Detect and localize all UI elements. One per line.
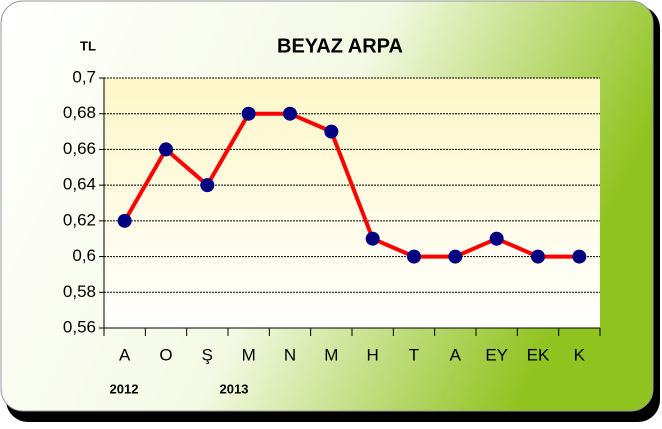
year-label: 2013 [220, 381, 249, 396]
y-tick-label: 0,58 [63, 282, 96, 301]
marker [489, 231, 504, 246]
x-tick-label: Ş [202, 345, 213, 364]
marker [283, 106, 297, 121]
marker [407, 249, 421, 264]
x-tick-label: A [119, 345, 131, 364]
x-tick-label: EK [527, 345, 550, 364]
marker [200, 178, 215, 193]
y-tick-label: 0,64 [63, 175, 96, 194]
y-tick-label: 0,68 [63, 103, 96, 122]
marker [159, 142, 173, 157]
marker [324, 124, 339, 139]
x-tick-label: H [367, 345, 379, 364]
x-tick-label: N [284, 345, 296, 364]
marker [531, 249, 545, 264]
marker [448, 249, 463, 264]
x-tick-label: T [409, 345, 419, 364]
marker [241, 106, 256, 121]
y-unit: TL [80, 38, 96, 53]
y-tick-label: 0,62 [63, 210, 96, 229]
marker [365, 231, 380, 246]
x-tick-label: K [574, 345, 586, 364]
marker [117, 213, 132, 228]
x-tick-label: O [159, 345, 172, 364]
y-tick-label: 0,6 [72, 246, 96, 265]
x-tick-label: M [242, 345, 256, 364]
y-tick-label: 0,66 [63, 139, 96, 158]
y-tick-label: 0,7 [72, 67, 96, 86]
chart-title: BEYAZ ARPA [277, 35, 403, 57]
y-tick-label: 0,56 [63, 317, 96, 336]
year-label: 2012 [110, 381, 139, 396]
plot-area [104, 78, 600, 328]
series-line [122, 111, 580, 259]
x-tick-label: EY [485, 345, 508, 364]
x-tick-label: A [450, 345, 462, 364]
marker [572, 249, 587, 264]
x-tick-label: M [324, 345, 338, 364]
